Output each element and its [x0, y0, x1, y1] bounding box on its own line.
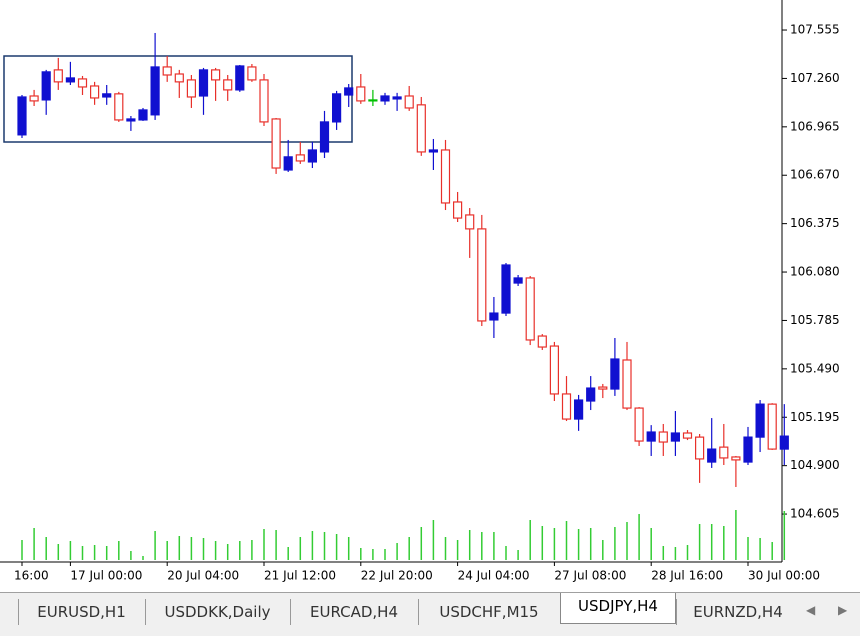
candle-body [658, 431, 668, 443]
chart-tab[interactable]: EURNZD,H4 [676, 599, 799, 625]
y-tick-label: 107.555 [790, 23, 840, 37]
candle-body [404, 95, 414, 109]
candle-body [598, 386, 608, 390]
x-tick-label: 17 Jul 00:00 [70, 569, 142, 583]
candle-body [755, 403, 765, 438]
candle-body [186, 79, 196, 98]
candle-body [392, 96, 402, 100]
candle-body [561, 393, 572, 420]
candle-body [235, 65, 245, 91]
y-tick-label: 106.080 [790, 265, 840, 279]
y-tick-label: 106.375 [790, 216, 840, 230]
scroll-left[interactable]: ◀ [806, 603, 816, 617]
candle-body [368, 99, 378, 102]
candle-body [477, 228, 487, 322]
chart-tab[interactable]: USDJPY,H4 [560, 593, 676, 624]
candle-body [198, 69, 209, 97]
candle-body [525, 277, 535, 341]
candle-body [126, 118, 136, 122]
tab-bar: ◀ ▶ EURUSD,H1 USDDKK,Daily EURCAD,H4 USDCHF… [0, 592, 860, 636]
candle-body [453, 201, 463, 219]
candle-body [259, 79, 269, 123]
candle-body [247, 66, 257, 81]
y-tick-label: 106.670 [790, 168, 840, 182]
candle-body [622, 359, 632, 409]
candle-body [767, 403, 777, 450]
chart-tab[interactable]: USDDKK,Daily [145, 599, 289, 625]
chart-tab[interactable]: EURUSD,H1 [18, 599, 144, 625]
candle-body [41, 71, 51, 101]
x-tick-label: 22 Jul 20:00 [361, 569, 433, 583]
candle-body [332, 93, 342, 123]
candle-body [380, 95, 390, 102]
chart-tab[interactable]: USDCHF,M15 [418, 599, 559, 625]
candle-body [731, 456, 741, 461]
candle-body [719, 446, 729, 459]
candle-body [586, 387, 596, 402]
candle-body [416, 104, 426, 153]
candle-body [501, 264, 511, 314]
candle-body [29, 95, 39, 102]
candle-body [465, 214, 475, 230]
candle-body [89, 85, 100, 99]
candle-body [77, 78, 88, 88]
candle-body [646, 431, 656, 442]
candle-body [344, 87, 354, 96]
x-tick-label: 30 Jul 00:00 [748, 569, 820, 583]
candle-body [162, 66, 172, 76]
candle-body [65, 77, 76, 83]
candle-body [271, 118, 281, 169]
candle-body [307, 149, 317, 163]
candle-body [356, 86, 366, 102]
candle-body [489, 312, 499, 321]
candle-body [440, 149, 451, 204]
x-tick-label: 20 Jul 04:00 [167, 569, 239, 583]
candle-body [17, 96, 27, 136]
y-tick-label: 107.260 [790, 71, 840, 85]
chart-tab[interactable]: EURCAD,H4 [290, 599, 417, 625]
candle-body [174, 73, 184, 83]
x-tick-label: 28 Jul 16:00 [651, 569, 723, 583]
candle-body [634, 407, 644, 442]
candle-body [211, 69, 221, 81]
candle-body [682, 432, 693, 439]
x-tick-label: 24 Jul 04:00 [458, 569, 530, 583]
candle-body [743, 436, 753, 463]
candle-body [670, 432, 681, 442]
candle-body [114, 93, 124, 121]
x-tick-label: 16:00 [14, 569, 49, 583]
candle-body [295, 154, 305, 162]
y-tick-label: 106.965 [790, 119, 840, 133]
candle-body [150, 66, 160, 116]
candle-body [549, 345, 560, 395]
chart: 107.555 107.260 106.965 106.670 106.375 106.0… [0, 0, 840, 583]
candle-body [707, 448, 717, 463]
candle-body [694, 436, 705, 460]
candle-body [53, 69, 63, 83]
candle-body [223, 79, 233, 91]
candle-body [779, 435, 789, 450]
candle-body [319, 121, 330, 153]
candle-body [610, 358, 620, 390]
y-tick-label: 105.785 [790, 313, 840, 327]
x-tick-label: 27 Jul 08:00 [554, 569, 626, 583]
y-tick-label: 104.900 [790, 458, 840, 472]
y-tick-label: 104.605 [790, 507, 840, 521]
candle-body [428, 149, 438, 153]
candle-body [573, 399, 584, 420]
candle-body [138, 109, 148, 121]
candle-body [102, 93, 112, 98]
scroll-right[interactable]: ▶ [838, 603, 848, 617]
candle-body [537, 335, 547, 348]
x-tick-label: 21 Jul 12:00 [264, 569, 336, 583]
candle-body [513, 277, 523, 284]
y-tick-label: 105.490 [790, 361, 840, 375]
y-tick-label: 105.195 [790, 410, 840, 424]
candle-body [283, 156, 293, 171]
rectangle-object[interactable] [3, 55, 353, 143]
